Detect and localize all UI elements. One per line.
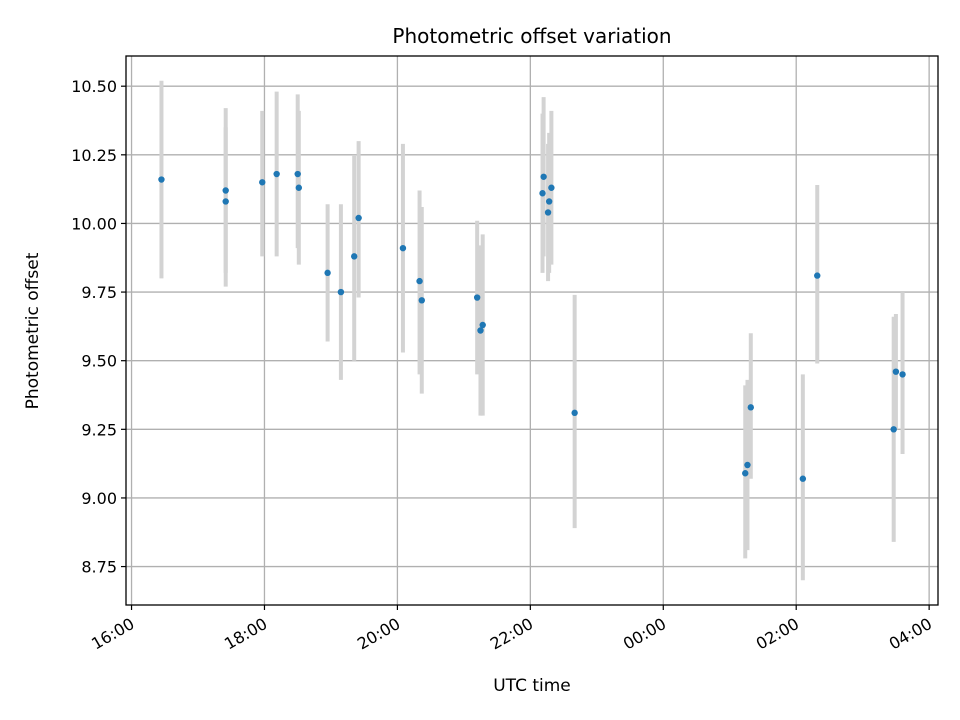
data-point: [747, 404, 754, 411]
y-tick-label: 10.00: [71, 214, 117, 233]
data-point: [477, 327, 484, 334]
data-point: [544, 209, 552, 216]
data-point: [222, 198, 229, 205]
data-point: [294, 170, 301, 178]
data-point: [892, 368, 900, 375]
data-point: [158, 176, 165, 183]
x-tick-label: 22:00: [487, 614, 536, 654]
data-point: [222, 187, 229, 194]
data-point: [548, 184, 555, 191]
data-point: [418, 297, 425, 304]
y-tick-label: 9.75: [81, 283, 117, 302]
data-point: [324, 269, 331, 277]
data-point: [744, 461, 751, 469]
data-point: [540, 173, 547, 180]
x-tick-label: 04:00: [886, 614, 935, 654]
data-point: [814, 272, 821, 279]
y-axis-label: Photometric offset: [23, 252, 43, 409]
y-tick-label: 9.25: [81, 420, 117, 439]
data-point: [295, 184, 303, 191]
x-tick-label: 16:00: [88, 614, 137, 654]
data-point: [799, 475, 807, 482]
data-point: [545, 198, 553, 205]
x-tick-label: 02:00: [753, 614, 802, 654]
y-tick-label: 10.50: [71, 77, 117, 96]
plot-frame: [125, 55, 939, 606]
y-tick-label: 8.75: [81, 558, 117, 577]
data-point: [539, 190, 546, 197]
y-tick-label: 9.50: [81, 352, 117, 371]
x-axis-label: UTC time: [493, 676, 571, 696]
data-point: [337, 288, 345, 296]
grid-layer: [126, 56, 938, 605]
data-point: [399, 244, 407, 252]
data-point: [479, 321, 486, 329]
data-point: [273, 170, 280, 178]
data-point: [571, 409, 578, 417]
x-tick-label: 18:00: [221, 614, 270, 654]
data-point: [890, 426, 897, 433]
x-tick-label: 20:00: [354, 614, 403, 654]
x-tick-label: 00:00: [620, 614, 669, 654]
errorbar-layer: [159, 80, 905, 581]
data-point: [351, 253, 358, 260]
chart-title: Photometric offset variation: [392, 24, 671, 48]
data-point: [473, 294, 481, 301]
data-point: [742, 470, 749, 477]
point-layer: [158, 170, 906, 482]
data-point: [355, 214, 362, 222]
data-point: [259, 179, 266, 186]
data-point: [416, 277, 423, 285]
y-tick-label: 9.00: [81, 489, 117, 508]
y-tick-label: 10.25: [71, 146, 117, 165]
data-point: [899, 371, 906, 378]
